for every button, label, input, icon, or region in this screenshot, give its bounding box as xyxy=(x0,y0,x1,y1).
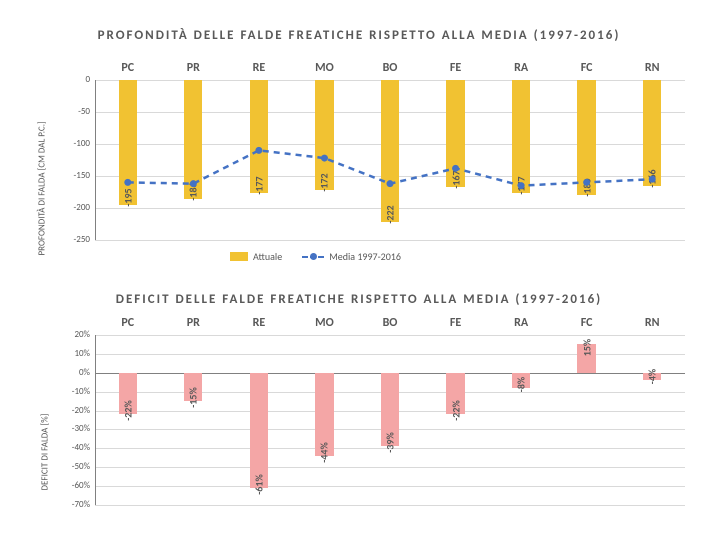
ytick-label: 0 xyxy=(60,74,90,85)
ytick-label: -100 xyxy=(60,138,90,149)
gridline xyxy=(95,467,685,468)
ytick-label: -20% xyxy=(60,405,90,416)
category-label: MO xyxy=(304,316,344,330)
category-label: RE xyxy=(239,316,279,330)
ytick-label: -40% xyxy=(60,442,90,453)
deficit-chart: DEFICIT DELLE FALDE FREATICHE RISPETTO A… xyxy=(0,280,718,536)
category-label: BO xyxy=(370,316,410,330)
depth-bar-label: -186 xyxy=(187,172,200,212)
gridline xyxy=(95,486,685,487)
depth-bar-label: -195 xyxy=(121,177,134,217)
ytick-label: -50 xyxy=(60,106,90,117)
ytick-label: -10% xyxy=(60,386,90,397)
category-label: RE xyxy=(239,61,279,75)
ytick-label: -60% xyxy=(60,480,90,491)
legend-label-media: Media 1997-2016 xyxy=(329,250,401,263)
ytick-label: -250 xyxy=(60,234,90,245)
category-label: FC xyxy=(567,61,607,75)
legend-marker-icon xyxy=(310,253,317,260)
depth-bar-label: -166 xyxy=(646,159,659,199)
category-label: PR xyxy=(173,61,213,75)
depth-bar-label: -177 xyxy=(515,166,528,206)
category-label: PC xyxy=(108,61,148,75)
category-label: MO xyxy=(304,61,344,75)
category-label: RN xyxy=(632,61,672,75)
deficit-bar-label: -44% xyxy=(318,432,331,472)
legend-label-attuale: Attuale xyxy=(253,250,282,263)
gridline xyxy=(95,335,685,336)
gridline xyxy=(95,240,685,241)
ytick-label: -50% xyxy=(60,461,90,472)
depth-bar-label: -167 xyxy=(449,159,462,199)
ytick-label: 0% xyxy=(60,367,90,378)
legend-item-media: Media 1997-2016 xyxy=(302,250,401,263)
depth-bar-label: -180 xyxy=(580,168,593,208)
legend-swatch-bar xyxy=(230,252,248,261)
ytick-label: -30% xyxy=(60,423,90,434)
deficit-bar-label: -22% xyxy=(449,391,462,431)
category-label: PR xyxy=(173,316,213,330)
deficit-plot-area: -70%-60%-50%-40%-30%-20%-10%0%10%20%PCPR… xyxy=(95,335,685,505)
category-label: BO xyxy=(370,61,410,75)
deficit-bar-label: -8% xyxy=(515,364,528,404)
category-label: RA xyxy=(501,316,541,330)
ytick-label: -150 xyxy=(60,170,90,181)
y-axis-line xyxy=(95,80,96,240)
deficit-bar-label: -15% xyxy=(187,378,200,418)
deficit-y-axis-label: DEFICIT DI FALDA [%] xyxy=(40,371,51,491)
deficit-bar-label: -22% xyxy=(121,391,134,431)
deficit-bar-label: -4% xyxy=(646,357,659,397)
deficit-bar-label: -61% xyxy=(252,465,265,505)
depth-bar-label: -172 xyxy=(318,163,331,203)
ytick-label: 10% xyxy=(60,348,90,359)
category-label: RN xyxy=(632,316,672,330)
ytick-label: -200 xyxy=(60,202,90,213)
deficit-bar-label: 15% xyxy=(580,328,593,368)
deficit-bar-label: -39% xyxy=(384,423,397,463)
legend-item-attuale: Attuale xyxy=(230,250,282,263)
y-axis-line xyxy=(95,335,96,505)
deficit-chart-title: DEFICIT DELLE FALDE FREATICHE RISPETTO A… xyxy=(0,292,718,307)
category-label: FE xyxy=(436,61,476,75)
depth-chart: PROFONDITÀ DELLE FALDE FREATICHE RISPETT… xyxy=(0,0,718,280)
depth-bar-label: -177 xyxy=(252,166,265,206)
depth-bar-label: -222 xyxy=(384,195,397,235)
legend-line-icon xyxy=(302,256,324,258)
ytick-label: -70% xyxy=(60,499,90,510)
gridline xyxy=(95,354,685,355)
ytick-label: 20% xyxy=(60,329,90,340)
depth-y-axis-label: PROFONDITÀ DI FALDA [CM DAL P.C.] xyxy=(37,76,48,256)
gridline xyxy=(95,505,685,506)
category-label: FE xyxy=(436,316,476,330)
category-label: RA xyxy=(501,61,541,75)
category-label: PC xyxy=(108,316,148,330)
depth-legend: Attuale Media 1997-2016 xyxy=(230,250,401,263)
depth-chart-title: PROFONDITÀ DELLE FALDE FREATICHE RISPETT… xyxy=(0,28,718,43)
depth-plot-area: -250-200-150-100-500PCPRREMOBOFERAFCRN-1… xyxy=(95,80,685,240)
